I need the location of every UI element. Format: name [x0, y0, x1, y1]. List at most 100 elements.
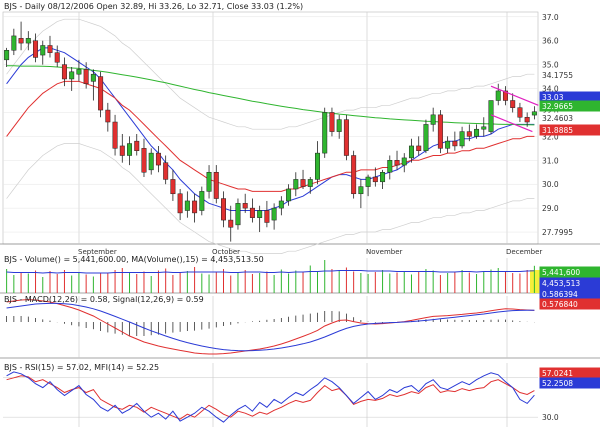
month-label-december: December	[506, 248, 542, 256]
candle-body	[330, 112, 334, 131]
candle-body	[424, 124, 428, 150]
candle-body	[185, 201, 189, 211]
candle-body	[55, 53, 59, 63]
candle-body	[445, 141, 449, 148]
candle-body	[402, 158, 406, 165]
candle-body	[265, 211, 269, 223]
candle-body	[120, 146, 124, 156]
stock-chart-canvas: 28.029.030.031.032.033.034.035.036.037.0…	[0, 0, 600, 427]
price-tick-label: 35.0	[542, 61, 559, 70]
candle-body	[322, 112, 326, 153]
candle-body	[294, 179, 298, 189]
candle-body	[257, 211, 261, 218]
value-label: 32.9665	[542, 102, 573, 111]
value-label: 4,453,513	[542, 279, 580, 288]
candle-body	[77, 69, 81, 74]
candle-body	[301, 179, 305, 186]
candle-body	[474, 129, 478, 136]
candle-body	[366, 177, 370, 187]
candle-body	[98, 77, 102, 110]
candle-body	[243, 203, 247, 208]
candle-body	[221, 199, 225, 221]
candle-body	[33, 41, 37, 58]
candle-body	[359, 187, 363, 194]
chart-svg: 28.029.030.031.032.033.034.035.036.037.0…	[0, 0, 600, 427]
candle-body	[135, 141, 139, 151]
candle-body	[482, 127, 486, 129]
candle-body	[351, 156, 355, 194]
price-panel-title: BJS - Daily 08/12/2006 Open 32.89, Hi 33…	[4, 2, 303, 11]
candle-body	[113, 122, 117, 148]
candle-body	[26, 38, 30, 43]
price-tick-label: 31.0	[542, 156, 559, 165]
candle-body	[156, 153, 160, 165]
macd-panel-title: BJS - MACD(12,26) = 0.58, Signal(12,26,9…	[4, 295, 204, 304]
candle-body	[84, 69, 88, 83]
candle-body	[395, 160, 399, 165]
candle-body	[236, 203, 240, 225]
candle-body	[48, 45, 52, 52]
candle-body	[91, 74, 95, 81]
candle-body	[532, 112, 536, 115]
candle-body	[416, 146, 420, 151]
candle-body	[127, 144, 131, 156]
price-tick-label: 29.0	[542, 204, 559, 213]
value-label: 32.4603	[542, 114, 573, 123]
candle-body	[460, 132, 464, 146]
candle-body	[510, 100, 514, 107]
candle-body	[62, 65, 66, 79]
volume-panel-title: BJS - Volume() = 5,441,600.00, MA(Volume…	[4, 255, 264, 264]
candle-body	[308, 179, 312, 186]
value-label: 57.0241	[542, 369, 573, 378]
candle-body	[214, 172, 218, 198]
candle-body	[69, 72, 73, 79]
candle-body	[4, 50, 8, 60]
candle-body	[272, 208, 276, 220]
value-label: 0.576840	[542, 300, 578, 309]
candle-body	[496, 91, 500, 101]
rsi-tick-label: 30.0	[542, 413, 559, 422]
price-tick-label: 37.0	[542, 13, 559, 22]
candle-body	[163, 163, 167, 180]
value-label: 31.8885	[542, 126, 573, 135]
candle-body	[279, 201, 283, 208]
candle-body	[431, 115, 435, 125]
candle-body	[250, 208, 254, 218]
value-label: 5,441,600	[542, 268, 580, 277]
candle-body	[106, 110, 110, 122]
candle-body	[171, 179, 175, 193]
candle-body	[200, 191, 204, 210]
value-label: 34.1755	[542, 71, 573, 80]
candle-body	[438, 115, 442, 148]
month-label-september: September	[78, 248, 117, 256]
candle-body	[518, 108, 522, 118]
value-label: 0.586394	[542, 290, 578, 299]
value-label: 27.7995	[542, 228, 573, 237]
candle-body	[337, 120, 341, 132]
candle-body	[207, 172, 211, 191]
candle-body	[525, 117, 529, 122]
candle-body	[453, 141, 457, 146]
candle-body	[373, 177, 377, 182]
candle-body	[315, 153, 319, 179]
candle-body	[178, 194, 182, 213]
value-label: 52.2508	[542, 379, 573, 388]
candle-body	[344, 120, 348, 156]
price-tick-label: 36.0	[542, 37, 559, 46]
candle-body	[192, 201, 196, 213]
candle-body	[286, 189, 290, 201]
candle-body	[149, 153, 153, 170]
candle-body	[388, 160, 392, 172]
rsi-panel-title: BJS - RSI(15) = 57.02, MFI(14) = 52.25	[4, 363, 159, 372]
candle-body	[228, 220, 232, 227]
month-label-october: October	[212, 248, 240, 256]
candle-body	[409, 146, 413, 158]
candle-body	[19, 38, 23, 43]
price-tick-label: 30.0	[542, 180, 559, 189]
candle-body	[467, 132, 471, 137]
candle-body	[142, 148, 146, 172]
month-label-november: November	[366, 248, 403, 256]
candle-body	[380, 172, 384, 182]
candle-body	[41, 45, 45, 55]
candle-body	[12, 36, 16, 50]
